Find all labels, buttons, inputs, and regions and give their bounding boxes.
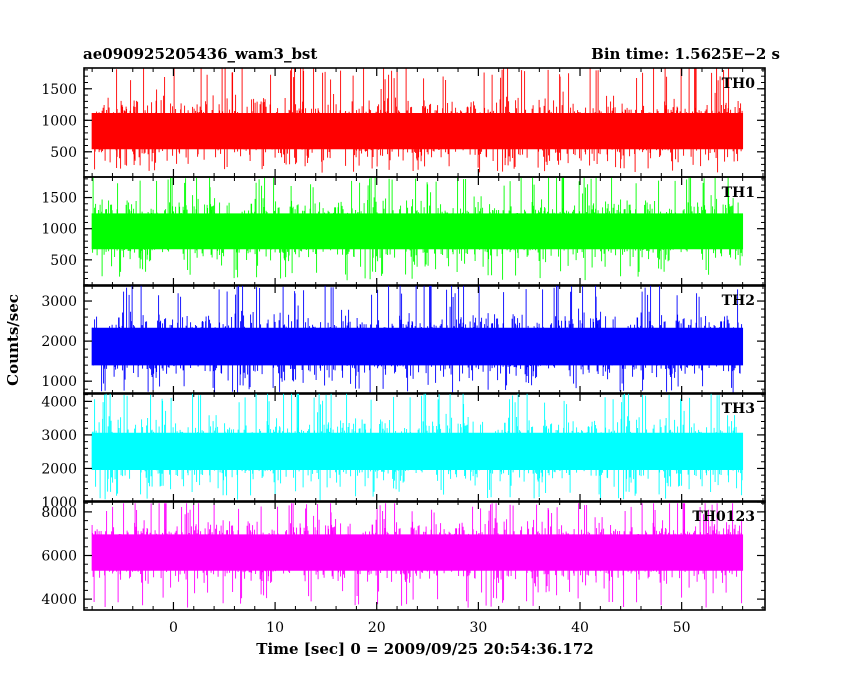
y-tick-label: 2000	[41, 461, 77, 477]
x-tick-label: 30	[469, 620, 487, 636]
y-tick-label: 500	[50, 253, 77, 269]
x-tick-label: 20	[368, 620, 386, 636]
series-th1	[91, 177, 744, 281]
y-axis-title: Counts/sec	[4, 294, 22, 386]
y-tick-label: 8000	[41, 505, 77, 521]
panel-label-th1: TH1	[722, 185, 755, 201]
y-tick-label: 1500	[41, 82, 77, 98]
y-tick-label: 2000	[41, 334, 77, 350]
y-tick-label: 1500	[41, 191, 77, 207]
series-th0	[91, 68, 744, 173]
x-tick-label: 50	[673, 620, 691, 636]
x-tick-label: 40	[571, 620, 589, 636]
panel-label-th0123: TH0123	[692, 509, 755, 525]
panel-th1: 500 1000 1500 TH1	[41, 176, 766, 287]
series-line-th1	[91, 177, 744, 281]
panels-group: 500 1000 1500 TH0 500 1000 1500 TH1 1000 2000 3000…	[41, 67, 766, 611]
y-tick-label: 3000	[41, 294, 77, 310]
series-line-th0123	[91, 503, 744, 608]
panel-th2: 1000 2000 3000 TH2	[41, 284, 766, 395]
series-line-th3	[91, 393, 744, 501]
x-axis-ticks: 0 10 20 30 40 50	[169, 620, 691, 636]
y-tick-label: 6000	[41, 549, 77, 565]
series-line-th2	[91, 285, 744, 394]
y-tick-label: 3000	[41, 428, 77, 444]
panel-label-th0: TH0	[722, 76, 756, 92]
y-tick-label: 4000	[41, 592, 77, 608]
x-tick-label: 0	[169, 620, 178, 636]
series-th2	[91, 285, 744, 394]
series-th0123	[91, 503, 744, 608]
chart-title: ae090925205436_wam3_bst	[83, 45, 317, 63]
bin-time-label: Bin time: 1.5625E−2 s	[591, 45, 780, 63]
y-tick-label: 500	[50, 145, 77, 161]
panel-label-th3: TH3	[722, 401, 755, 417]
y-tick-label: 4000	[41, 394, 77, 410]
panel-label-th2: TH2	[722, 293, 755, 309]
x-tick-label: 10	[266, 620, 284, 636]
series-line-th0	[91, 68, 744, 173]
panel-frame	[83, 392, 766, 503]
panel-th0123: 4000 6000 8000 TH0123	[41, 500, 766, 611]
y-tick-label: 1000	[41, 495, 77, 511]
panel-th3: 1000 2000 3000 4000 TH3	[41, 392, 766, 511]
series-th3	[91, 393, 744, 501]
y-tick-label: 1000	[41, 222, 77, 238]
x-axis-title: Time [sec] 0 = 2009/09/25 20:54:36.172	[256, 640, 593, 658]
panel-th0: 500 1000 1500 TH0	[41, 67, 766, 178]
y-tick-label: 1000	[41, 374, 77, 390]
y-tick-label: 1000	[41, 113, 77, 129]
